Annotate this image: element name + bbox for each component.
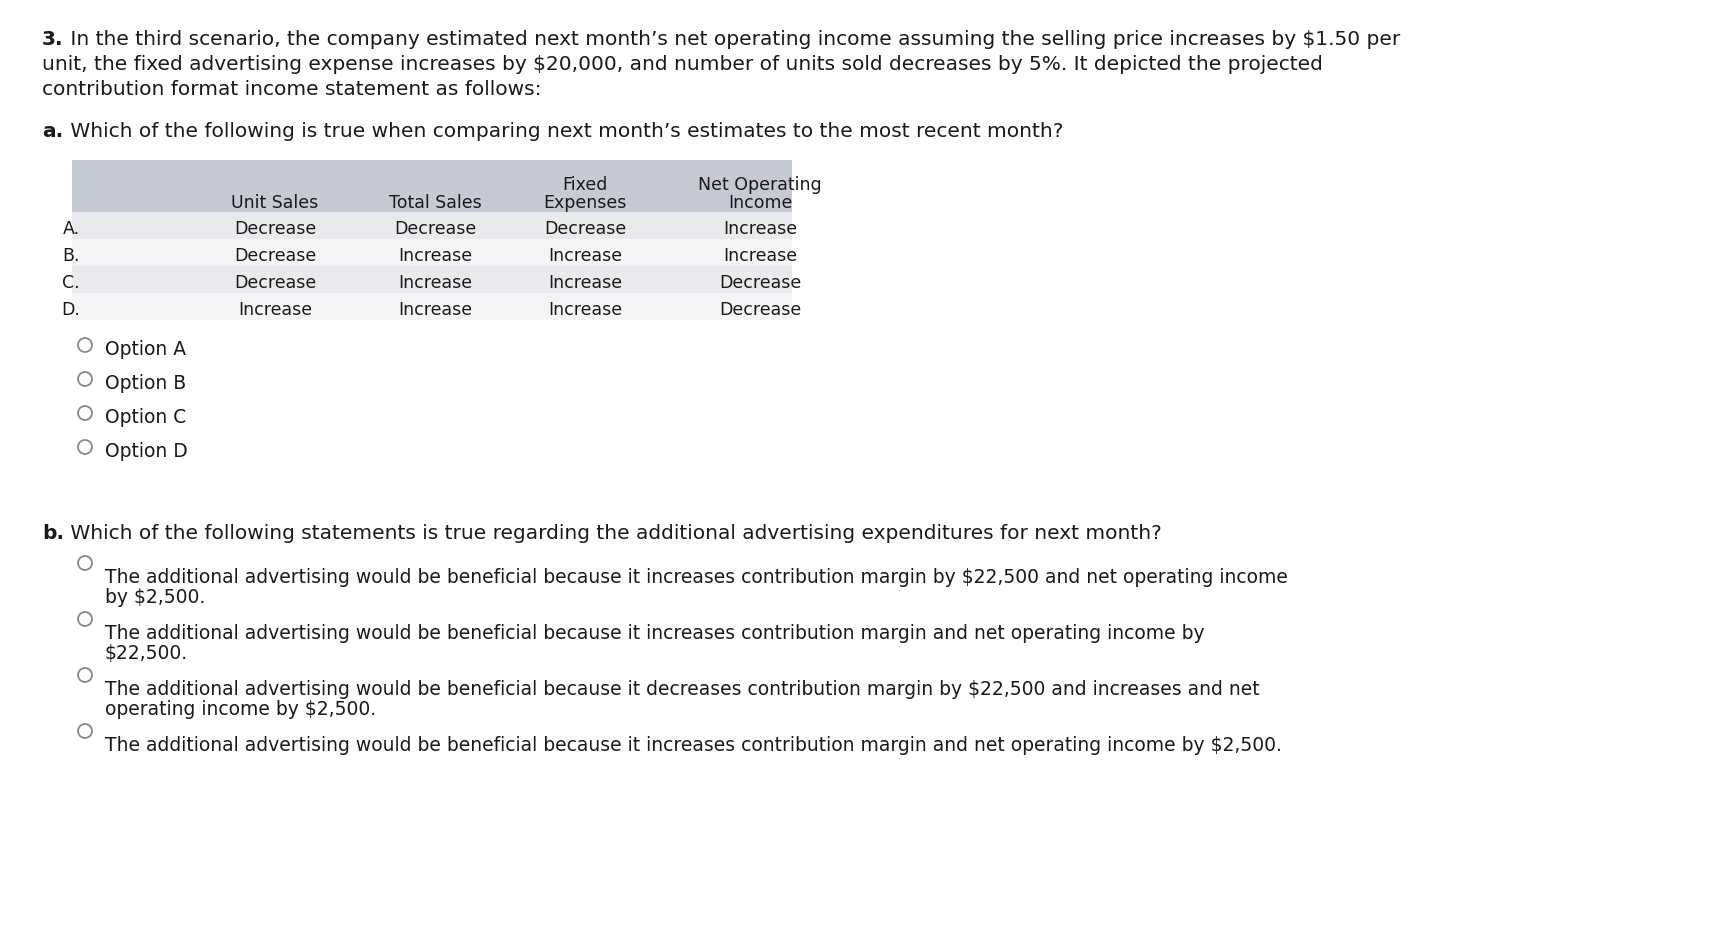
Text: Income: Income [728,194,792,212]
Text: Option A: Option A [106,340,187,359]
Text: Increase: Increase [548,247,623,265]
Text: The additional advertising would be beneficial because it increases contribution: The additional advertising would be bene… [106,568,1287,587]
Text: a.: a. [42,122,62,141]
Text: C.: C. [62,274,80,292]
Bar [73,293,792,320]
Text: B.: B. [62,247,80,265]
Text: Increase: Increase [398,247,472,265]
Text: operating income by $2,500.: operating income by $2,500. [106,700,375,719]
Text: Decrease: Decrease [234,247,317,265]
Text: D.: D. [61,301,80,319]
Text: A.: A. [62,220,80,238]
Text: unit, the fixed advertising expense increases by $20,000, and number of units so: unit, the fixed advertising expense incr… [42,55,1323,74]
Bar [73,266,792,293]
Text: Decrease: Decrease [720,301,801,319]
Text: Option C: Option C [106,408,187,427]
Text: Increase: Increase [548,301,623,319]
Text: Decrease: Decrease [234,220,317,238]
Text: b.: b. [42,524,64,543]
Text: Which of the following is true when comparing next month’s estimates to the most: Which of the following is true when comp… [64,122,1064,141]
Text: Increase: Increase [723,247,798,265]
Text: contribution format income statement as follows:: contribution format income statement as … [42,80,541,99]
Text: In the third scenario, the company estimated next month’s net operating income a: In the third scenario, the company estim… [64,30,1400,49]
Text: Increase: Increase [548,274,623,292]
Text: The additional advertising would be beneficial because it increases contribution: The additional advertising would be bene… [106,736,1282,755]
Text: Option B: Option B [106,374,187,393]
Text: Expenses: Expenses [543,194,626,212]
Text: Net Operating: Net Operating [699,176,822,194]
Text: Decrease: Decrease [234,274,317,292]
Text: Option D: Option D [106,442,189,461]
Text: Fixed: Fixed [562,176,607,194]
Text: Increase: Increase [239,301,311,319]
Text: Increase: Increase [398,301,472,319]
Text: Unit Sales: Unit Sales [232,194,318,212]
Bar [73,160,792,212]
Text: Total Sales: Total Sales [389,194,481,212]
Text: Increase: Increase [398,274,472,292]
Text: The additional advertising would be beneficial because it increases contribution: The additional advertising would be bene… [106,624,1204,643]
Text: Decrease: Decrease [543,220,626,238]
Text: 3.: 3. [42,30,64,49]
Text: Decrease: Decrease [720,274,801,292]
Text: Increase: Increase [723,220,798,238]
Bar [73,212,792,239]
Text: by $2,500.: by $2,500. [106,588,206,607]
Bar [73,239,792,266]
Text: Decrease: Decrease [394,220,476,238]
Text: $22,500.: $22,500. [106,644,189,663]
Text: The additional advertising would be beneficial because it decreases contribution: The additional advertising would be bene… [106,680,1259,699]
Text: Which of the following statements is true regarding the additional advertising e: Which of the following statements is tru… [64,524,1163,543]
